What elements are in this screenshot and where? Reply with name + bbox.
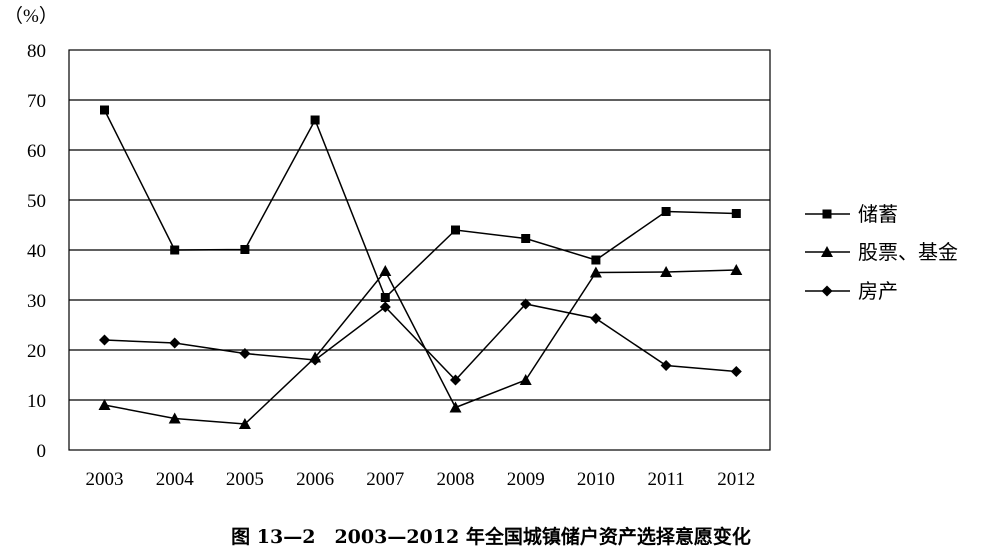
data-point-diamond (660, 360, 672, 371)
y-tick-label: 40 (27, 241, 46, 262)
x-tick-label: 2010 (577, 469, 615, 490)
x-tick-label: 2011 (647, 469, 684, 490)
data-point-diamond (730, 366, 742, 377)
legend-entry-savings: 储蓄 (805, 202, 898, 226)
series-square (100, 105, 741, 302)
series-line (103, 109, 737, 299)
data-point-square (521, 234, 531, 243)
y-tick-label: 80 (27, 41, 46, 62)
legend-marker-triangle (821, 246, 833, 257)
y-unit-label: （%） (4, 5, 58, 27)
legend-label-real-estate: 房产 (858, 279, 898, 303)
data-point-diamond (590, 313, 602, 324)
legend-marker-diamond (821, 285, 833, 297)
legend-label-stocks-funds: 股票、基金 (858, 240, 958, 264)
series-line (104, 269, 737, 425)
data-point-square (170, 245, 180, 255)
y-tick-label: 50 (27, 191, 46, 212)
data-point-square (661, 207, 671, 216)
legend: 储蓄 股票、基金 房产 (805, 202, 958, 303)
data-point-diamond (309, 354, 321, 366)
legend-entry-stocks-funds: 股票、基金 (805, 240, 958, 264)
y-tick-label: 30 (27, 291, 46, 312)
data-point-diamond (169, 337, 181, 349)
x-tick-label: 2009 (507, 469, 545, 490)
data-point-triangle (238, 418, 251, 429)
x-tick-label: 2006 (296, 469, 334, 490)
data-point-diamond (99, 334, 110, 346)
x-tick-label: 2008 (437, 469, 475, 490)
data-point-triangle (730, 264, 743, 275)
figure-caption: 图 13—2 2003—2012 年全国城镇储户资产选择意愿变化 (231, 525, 751, 548)
data-point-diamond (379, 301, 391, 313)
legend-entry-real-estate: 房产 (805, 279, 898, 303)
series-group (98, 105, 743, 429)
data-point-diamond (450, 374, 461, 386)
x-tick-label: 2005 (226, 469, 264, 490)
data-point-square (310, 115, 320, 125)
y-tick-label: 20 (27, 341, 46, 362)
data-point-triangle (379, 265, 392, 276)
x-tick-label: 2007 (366, 469, 404, 490)
x-tick-label: 2004 (156, 469, 195, 490)
x-tick-label: 2012 (717, 469, 755, 490)
data-point-square (240, 245, 250, 254)
data-point-square (731, 209, 741, 218)
x-tick-label: 2003 (86, 469, 124, 490)
y-tick-label: 10 (27, 391, 46, 412)
data-point-triangle (168, 412, 181, 424)
y-tick-label: 0 (37, 441, 47, 462)
data-point-triangle (519, 374, 532, 385)
data-point-triangle (449, 401, 462, 413)
series-diamond (99, 298, 742, 386)
data-point-square (100, 105, 109, 115)
y-tick-label: 70 (27, 91, 46, 112)
data-point-square (380, 293, 390, 302)
y-tick-label: 60 (27, 141, 46, 162)
data-point-triangle (589, 266, 602, 278)
data-point-square (451, 225, 460, 235)
series-line (104, 303, 737, 382)
y-axis-ticks: 0 10 20 30 40 50 60 70 80 (27, 41, 46, 462)
data-point-diamond (520, 298, 532, 310)
data-point-diamond (239, 348, 251, 359)
data-point-triangle (98, 399, 111, 410)
data-point-triangle (660, 266, 673, 277)
data-point-square (591, 255, 601, 265)
legend-label-savings: 储蓄 (858, 202, 898, 226)
x-axis-ticks: 2003 2004 2005 2006 2007 2008 2009 2010 2011 2012 (86, 469, 756, 490)
legend-marker-square (822, 209, 832, 219)
